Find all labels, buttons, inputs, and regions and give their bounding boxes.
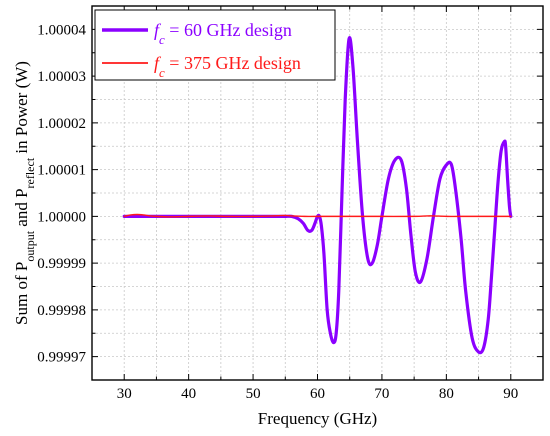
legend-rest-375ghz: = 375 GHz design xyxy=(165,53,301,73)
axis-ticks: 30 40 50 60 70 80 90 0.99997 0.99998 0.99999 1.000… xyxy=(37,5,544,402)
x-tick-label: 70 xyxy=(374,386,389,402)
x-tick-label: 60 xyxy=(310,386,325,402)
y-axis-title-sub2: reflect xyxy=(23,157,37,188)
x-tick-label: 30 xyxy=(117,386,132,402)
y-tick-label: 1.00000 xyxy=(37,209,86,225)
y-tick-label: 1.00004 xyxy=(37,22,86,38)
y-axis-title-part2: and P xyxy=(12,188,31,231)
series-line-60ghz xyxy=(122,36,513,355)
y-tick-label: 0.99998 xyxy=(37,303,86,319)
x-axis-title: Frequency (GHz) xyxy=(258,409,377,428)
y-axis-title: Sum of Poutput and Preflect in Power (W) xyxy=(12,61,37,325)
legend-var-375ghz: f xyxy=(154,53,162,73)
legend-sub-60ghz: c xyxy=(159,32,165,47)
legend-rest-60ghz: = 60 GHz design xyxy=(165,20,292,40)
x-tick-label: 40 xyxy=(181,386,196,402)
x-tick-label: 80 xyxy=(439,386,454,402)
y-tick-label: 1.00003 xyxy=(37,69,86,85)
legend-var-60ghz: f xyxy=(154,20,162,40)
y-axis-title-part1: Sum of P xyxy=(12,262,31,325)
y-axis-title-part3: in Power (W) xyxy=(12,61,31,158)
legend-sub-375ghz: c xyxy=(159,65,165,80)
y-axis-title-sub1: output xyxy=(23,230,37,261)
legend: fc = 60 GHz design fc = 375 GHz design xyxy=(94,9,336,81)
y-tick-label: 1.00001 xyxy=(37,163,86,179)
y-tick-label: 1.00002 xyxy=(37,116,86,132)
x-tick-label: 90 xyxy=(503,386,518,402)
series-layer xyxy=(122,36,513,355)
legend-label-375ghz: fc = 375 GHz design xyxy=(154,53,301,80)
legend-box xyxy=(94,9,336,81)
y-tick-label: 0.99999 xyxy=(37,256,86,272)
x-tick-label: 50 xyxy=(246,386,261,402)
series-line-375ghz xyxy=(123,213,512,218)
y-tick-label: 0.99997 xyxy=(37,350,86,366)
legend-label-60ghz: fc = 60 GHz design xyxy=(154,20,292,47)
